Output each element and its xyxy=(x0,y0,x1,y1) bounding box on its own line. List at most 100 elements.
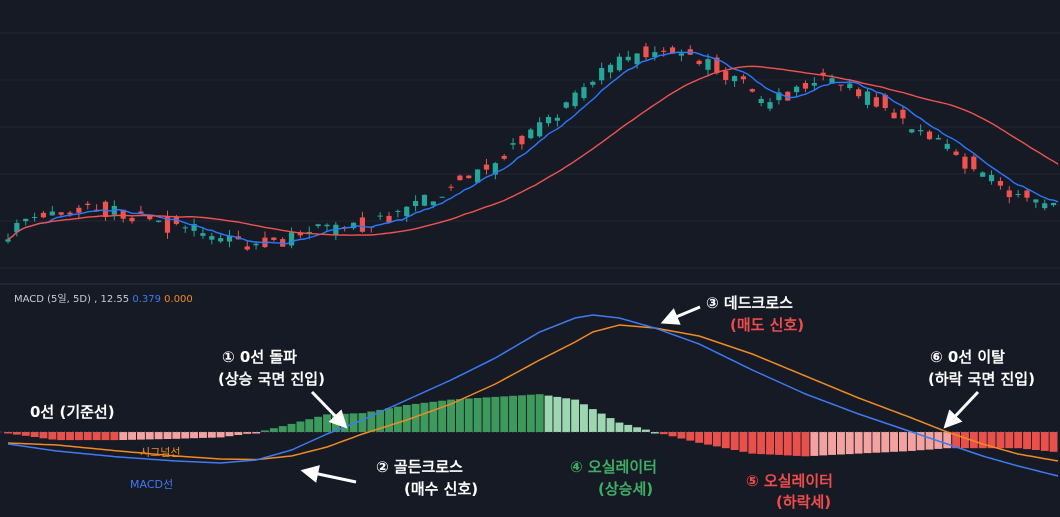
candle-body xyxy=(94,209,100,211)
macd-line xyxy=(7,314,1059,477)
candle-body xyxy=(749,89,755,92)
candle-body xyxy=(315,224,321,227)
candle-body xyxy=(740,76,747,80)
candle-body xyxy=(147,216,153,220)
candle-body xyxy=(1050,202,1057,206)
ma-short-line xyxy=(7,51,1059,245)
histogram-bar xyxy=(411,403,420,432)
histogram-bar xyxy=(296,421,305,432)
candle-body xyxy=(590,81,596,85)
histogram-bar xyxy=(447,399,455,432)
histogram-bar xyxy=(92,432,101,441)
histogram-bar xyxy=(881,432,890,453)
candle-body xyxy=(1042,203,1048,209)
macd-header-macd-value: 12.55 xyxy=(101,294,130,305)
annotation-2-subtitle: (매수 신호) xyxy=(404,480,478,498)
histogram-bar xyxy=(482,397,491,432)
candle-body xyxy=(926,131,933,140)
histogram-bar xyxy=(4,432,12,434)
histogram-bar xyxy=(987,432,996,449)
candle-body xyxy=(67,212,73,215)
candle-body xyxy=(572,92,578,107)
candle-body xyxy=(616,56,622,71)
annotation-4-subtitle: (상승세) xyxy=(598,480,653,498)
histogram-bar xyxy=(358,413,367,432)
candle-body xyxy=(475,169,481,183)
candle-body xyxy=(723,71,729,80)
candle-body xyxy=(988,174,995,182)
histogram-bar xyxy=(101,432,110,441)
candle-body xyxy=(218,238,224,242)
candle-body xyxy=(501,155,507,159)
candle-body xyxy=(528,129,534,139)
candle-body xyxy=(1006,190,1012,198)
candle-body xyxy=(873,97,879,107)
histogram-bar xyxy=(128,432,136,440)
histogram-bar xyxy=(828,432,836,455)
candle-body xyxy=(643,46,649,58)
candle-body xyxy=(226,235,233,242)
histogram-bar xyxy=(978,432,987,449)
macd-header-hist-value: 0.000 xyxy=(164,294,193,305)
histogram-bar xyxy=(1023,432,1031,450)
candle-body xyxy=(997,180,1004,186)
histogram-bar xyxy=(500,396,509,432)
histogram-bar xyxy=(721,432,730,449)
histogram-bar xyxy=(792,432,801,456)
annotation-1-title: ① 0선 돌파 xyxy=(222,348,297,366)
candle-body xyxy=(200,233,206,236)
annotation-2-title: ② 골든크로스 xyxy=(376,458,463,476)
histogram-bar xyxy=(810,432,819,456)
histogram-bar xyxy=(464,398,473,432)
candle-body xyxy=(820,72,826,75)
candle-body xyxy=(191,224,197,231)
candle-body xyxy=(421,194,428,206)
histogram-bar xyxy=(393,406,402,432)
histogram-bar xyxy=(145,432,154,440)
candle-body xyxy=(767,102,773,109)
signal-line-label: 시그널선 xyxy=(140,446,180,459)
candle-body xyxy=(785,91,791,101)
candle-body xyxy=(918,130,924,132)
candle-body xyxy=(297,233,304,236)
histogram-bar xyxy=(633,427,642,432)
histogram-bar xyxy=(845,432,854,455)
candle-body xyxy=(776,92,782,101)
histogram-bar xyxy=(1031,432,1040,450)
candle-body xyxy=(262,237,268,248)
histogram-bar xyxy=(119,432,128,440)
candle-body xyxy=(652,52,658,57)
histogram-bar xyxy=(473,398,482,432)
histogram-bar xyxy=(704,432,712,445)
candle-body xyxy=(1024,190,1030,198)
candle-body xyxy=(980,172,986,177)
histogram-bar xyxy=(287,423,296,432)
histogram-bar xyxy=(1014,432,1023,449)
histogram-bar xyxy=(562,398,571,433)
macd-line-label: MACD선 xyxy=(130,478,173,491)
histogram-bar xyxy=(243,432,252,434)
histogram-bar xyxy=(349,413,358,432)
annotation-6-arrow xyxy=(943,390,980,429)
candle-body xyxy=(49,211,55,216)
histogram-bar xyxy=(199,432,207,438)
candle-body xyxy=(705,59,711,70)
annotation-3-title: ③ 데드크로스 xyxy=(706,294,793,312)
ma-long-line xyxy=(7,65,1059,240)
histogram-bar xyxy=(544,395,553,432)
histogram-bar xyxy=(1049,432,1058,452)
histogram-bar xyxy=(48,432,57,440)
histogram-bar xyxy=(739,432,748,452)
candle-body xyxy=(625,56,631,61)
histogram-bar xyxy=(553,396,562,432)
histogram-bar xyxy=(66,432,74,441)
histogram-bar xyxy=(83,432,92,441)
histogram-bar xyxy=(314,416,323,432)
histogram-bar xyxy=(624,424,633,432)
histogram-bar xyxy=(207,432,216,438)
candle-body xyxy=(802,83,809,89)
candle-body xyxy=(448,186,454,188)
candle-body xyxy=(953,151,959,155)
candle-body xyxy=(244,246,250,250)
candlestick-series xyxy=(5,42,1057,251)
